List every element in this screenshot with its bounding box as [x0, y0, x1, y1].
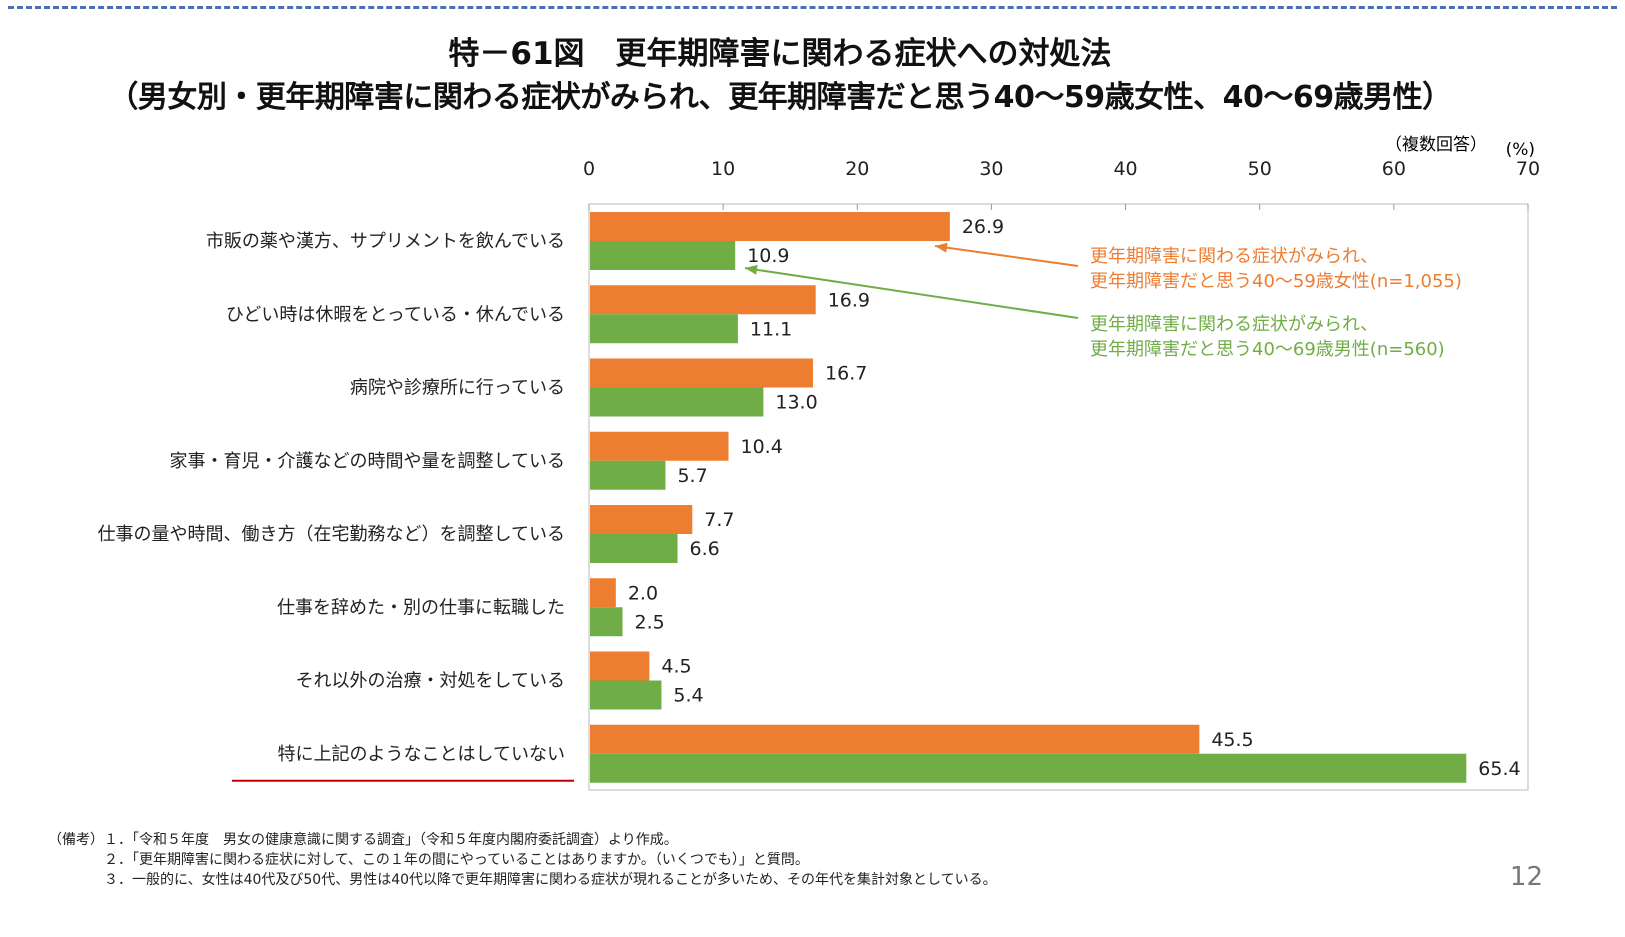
note-2: ２．「更年期障害に関わる症状に対して、この１年の間にやっていることはありますか。…: [48, 852, 809, 868]
category-label: 家事・育児・介護などの時間や量を調整している: [170, 451, 565, 472]
bar-male: [590, 387, 764, 417]
category-label: ひどい時は休暇をとっている・休んでいる: [226, 304, 565, 325]
data-label: 6.6: [690, 538, 720, 560]
data-label: 26.9: [962, 216, 1004, 238]
bar-male: [590, 534, 678, 563]
x-tick-label: 10: [711, 158, 735, 180]
data-label: 10.4: [741, 436, 783, 458]
bar-female: [590, 212, 950, 241]
bar-female: [590, 505, 693, 534]
chart-title: 特－61図 更年期障害に関わる症状への対処法: [448, 36, 1112, 72]
legend-entry: 更年期障害に関わる症状がみられ、: [1090, 246, 1378, 267]
data-label: 16.7: [825, 363, 867, 385]
category-label: 仕事の量や時間、働き方（在宅勤務など）を調整している: [98, 524, 565, 545]
bar-male: [590, 607, 623, 637]
data-label: 7.7: [704, 509, 734, 531]
note-1: （備考）１．「令和５年度 男女の健康意識に関する調査」（令和５年度内閣府委託調査…: [48, 832, 678, 848]
bar-female: [590, 358, 814, 388]
bar-male: [590, 460, 666, 490]
category-label: 仕事を辞めた・別の仕事に転職した: [277, 597, 565, 618]
bar-male: [590, 314, 738, 344]
x-tick-label: 70: [1516, 158, 1540, 180]
bar-female: [590, 724, 1200, 754]
data-label: 4.5: [661, 656, 691, 678]
legend-entry: 更年期障害に関わる症状がみられ、: [1090, 314, 1378, 335]
category-label: 特に上記のようなことはしていない: [278, 744, 565, 765]
legend-arrow-head: [745, 264, 758, 275]
bar-female: [590, 431, 729, 461]
data-label: 45.5: [1211, 729, 1253, 751]
bar-female: [590, 651, 650, 681]
data-label: 5.4: [673, 685, 703, 707]
x-tick-label: 30: [979, 158, 1003, 180]
category-label: 市販の薬や漢方、サプリメントを飲んでいる: [206, 231, 565, 252]
category-label: それ以外の治療・対処をしている: [296, 671, 565, 692]
note-3: ３．一般的に、女性は40代及び50代、男性は40代以降で更年期障害に関わる症状が…: [48, 872, 997, 888]
legend-entry: 更年期障害だと思う40～69歳男性(n=560): [1090, 339, 1445, 360]
dashed-border: [8, 6, 1617, 9]
x-tick-label: 60: [1382, 158, 1406, 180]
bar-female: [590, 578, 616, 608]
unit-label: (%): [1506, 140, 1535, 160]
x-tick-label: 0: [583, 158, 595, 180]
data-label: 11.1: [750, 318, 792, 340]
chart-subtitle: （男女別・更年期障害に関わる症状がみられ、更年期障害だと思う40～59歳女性、4…: [108, 80, 1452, 115]
note-label: （複数回答）: [1385, 135, 1487, 155]
data-label: 2.0: [628, 582, 658, 604]
notes: （備考）１．「令和５年度 男女の健康意識に関する調査」（令和５年度内閣府委託調査…: [48, 830, 997, 890]
page-number: 12: [1509, 862, 1543, 892]
data-label: 2.5: [635, 611, 665, 633]
bar-chart: 0 10 20 30 40 50 60 70 （複数回答） (%) 市販の薬や漢方、サプリメントを飲…: [98, 135, 1540, 791]
data-label: 16.9: [828, 289, 870, 311]
legend-arrow-head: [935, 242, 948, 253]
legend-arrow-line: [934, 245, 1079, 267]
legend-entry: 更年期障害だと思う40～59歳女性(n=1,055): [1090, 271, 1462, 292]
x-tick-label: 50: [1248, 158, 1272, 180]
plot-frame: [588, 203, 1529, 791]
data-label: 13.0: [775, 392, 817, 414]
data-label: 10.9: [747, 245, 789, 267]
x-tick-label: 40: [1113, 158, 1137, 180]
data-label: 5.7: [677, 465, 707, 487]
bar-female: [590, 285, 816, 315]
x-tick-label: 20: [845, 158, 869, 180]
bar-male: [590, 753, 1467, 783]
data-label: 65.4: [1478, 758, 1520, 780]
bar-male: [590, 241, 736, 270]
bar-male: [590, 680, 662, 710]
legend-arrow-line: [744, 267, 1079, 319]
category-label: 病院や診療所に行っている: [350, 378, 565, 399]
